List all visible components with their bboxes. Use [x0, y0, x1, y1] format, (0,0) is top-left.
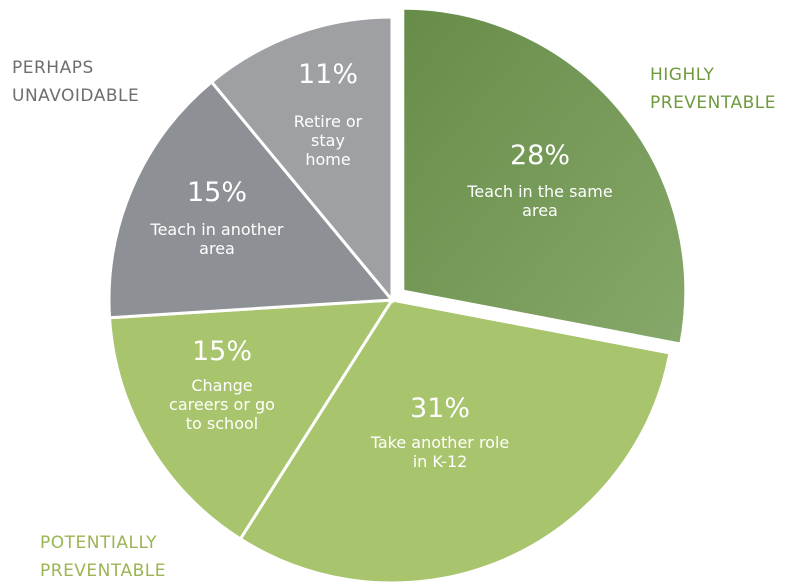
- group-label: PREVENTABLE: [40, 561, 166, 581]
- pie-slice: [209, 15, 394, 305]
- group-label: HIGHLY: [650, 65, 714, 85]
- group-label: PERHAPS: [12, 58, 94, 78]
- value-label: 28%: [509, 140, 571, 171]
- value-label: 11%: [297, 59, 359, 90]
- pie-slice: [401, 6, 688, 346]
- slice-label: Change careers or go to school: [169, 376, 275, 433]
- group-label: UNAVOIDABLE: [12, 86, 139, 106]
- slice-label: Teach in another area: [150, 220, 284, 258]
- group-label: POTENTIALLY: [40, 533, 157, 553]
- slice-label: Teach in the same area: [467, 182, 613, 220]
- value-label: 15%: [191, 336, 253, 367]
- value-label: 31%: [409, 393, 471, 424]
- pie-slice: [107, 298, 395, 542]
- value-label: 15%: [186, 177, 248, 208]
- pie-slice: [107, 79, 396, 320]
- group-label: PREVENTABLE: [650, 93, 776, 113]
- slice-label: Take another role in K-12: [370, 433, 510, 471]
- slice-label: Retire or stay home: [293, 112, 363, 169]
